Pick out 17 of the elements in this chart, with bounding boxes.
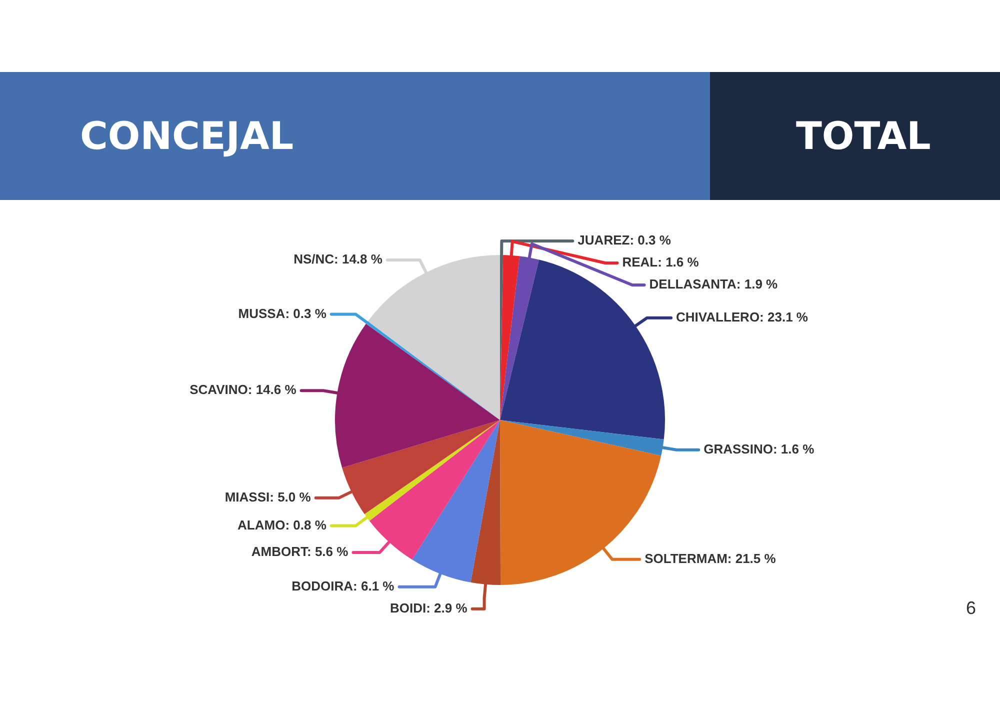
slice-label: SCAVINO: 14.6 % — [190, 382, 297, 398]
slice-label: DELLASANTA: 1.9 % — [649, 276, 778, 292]
slice-label: MIASSI: 5.0 % — [224, 489, 312, 504]
slice-label: ALAMO: 0.8 % — [238, 517, 327, 532]
text: 6 — [966, 598, 976, 619]
chart-subtitle: TOTAL — [710, 72, 1000, 200]
slice-label: GRASSINO: 1.6 % — [704, 441, 815, 456]
chart-title: CONCEJAL — [0, 72, 710, 200]
slice-label: BODOIRA: 6.1 % — [292, 578, 395, 594]
slice-label: CHIVALLERO: 23.1 % — [676, 309, 808, 324]
slice-label: REAL: 1.6 % — [622, 254, 700, 270]
slice-label: BOIDI: 2.9 % — [390, 600, 468, 616]
slice-label: NS/NC: 14.8 % — [294, 252, 383, 267]
slice-label: SOLTERMAM: 21.5 % — [644, 551, 776, 566]
slice-label: AMBORT: 5.6 % — [251, 544, 349, 560]
slice-label: JUAREZ: 0.3 % — [578, 232, 672, 248]
slice-label: MUSSA: 0.3 % — [238, 306, 327, 321]
